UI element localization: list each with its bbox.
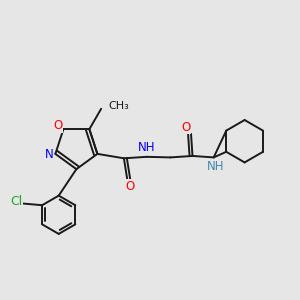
Text: NH: NH [138,142,156,154]
Text: Cl: Cl [10,195,22,208]
Text: O: O [53,119,63,132]
Text: CH₃: CH₃ [109,101,129,111]
Text: O: O [181,121,190,134]
Text: O: O [125,180,134,193]
Text: NH: NH [206,160,224,173]
Text: N: N [44,148,53,161]
